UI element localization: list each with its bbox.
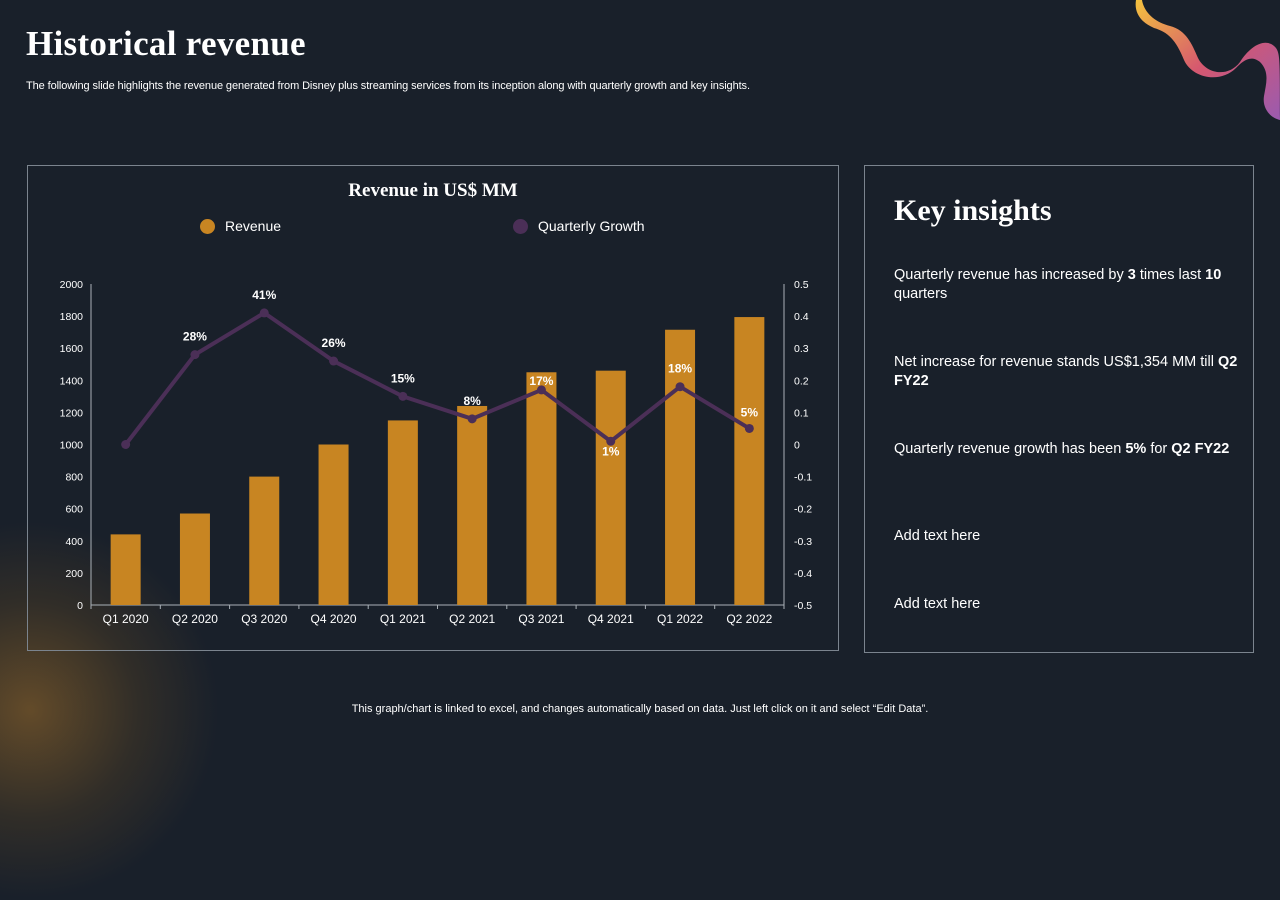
right-axis-tick-label: -0.5 — [794, 600, 812, 612]
page-title: Historical revenue — [26, 24, 306, 63]
left-axis-tick-label: 1000 — [60, 440, 84, 452]
growth-point — [675, 382, 685, 392]
legend-item-growth: Quarterly Growth — [513, 218, 645, 234]
insight-text: Net increase for revenue stands US$1,354… — [894, 354, 1218, 370]
x-axis-tick-label: Q1 2022 — [657, 612, 703, 626]
revenue-bar — [595, 370, 626, 605]
revenue-bar — [110, 534, 141, 605]
right-axis-tick-label: 0.2 — [794, 375, 809, 387]
growth-data-label: 1% — [602, 444, 620, 458]
growth-point — [121, 440, 131, 449]
page-subtitle: The following slide highlights the reven… — [26, 80, 750, 92]
legend-swatch-growth — [513, 218, 528, 234]
x-axis-tick-label: Q3 2020 — [241, 612, 287, 626]
x-axis-tick-label: Q3 2021 — [518, 612, 564, 626]
growth-data-label: 26% — [322, 336, 346, 350]
legend-label-growth: Quarterly Growth — [538, 218, 645, 234]
insight-text: Add text here — [894, 528, 981, 544]
growth-point — [259, 308, 269, 318]
left-axis-tick-label: 800 — [65, 472, 83, 484]
legend-swatch-revenue — [200, 218, 215, 234]
growth-point — [329, 356, 339, 366]
right-axis-tick-label: 0 — [794, 440, 800, 452]
footer-note: This graph/chart is linked to excel, and… — [351, 703, 929, 715]
revenue-bar — [179, 513, 210, 605]
growth-point — [536, 385, 546, 395]
revenue-bar — [665, 329, 696, 605]
insight-text: Quarterly revenue growth has been — [894, 441, 1126, 457]
right-axis-tick-label: -0.2 — [794, 504, 812, 516]
growth-point — [467, 414, 477, 424]
growth-data-label: 41% — [252, 288, 276, 302]
insight-text: Quarterly revenue has increased by — [894, 267, 1128, 283]
right-axis-tick-label: 0.5 — [794, 279, 809, 291]
left-axis-tick-label: 1400 — [60, 375, 84, 387]
revenue-bar — [387, 420, 418, 605]
left-axis-tick-label: 1200 — [60, 407, 84, 419]
right-axis-tick-label: 0.3 — [794, 343, 809, 355]
right-axis-tick-label: 0.4 — [794, 311, 809, 323]
insight-item: Net increase for revenue stands US$1,354… — [894, 353, 1239, 391]
x-axis-tick-label: Q1 2021 — [380, 612, 426, 626]
insight-highlight: Q2 FY22 — [894, 354, 1238, 389]
right-axis-tick-label: 0.1 — [794, 407, 809, 419]
insight-text: times last — [1135, 267, 1206, 283]
key-insights-panel: Key insights Quarterly revenue has incre… — [864, 165, 1254, 653]
growth-data-label: 17% — [529, 374, 553, 388]
revenue-bar — [734, 317, 765, 605]
left-axis-tick-label: 1800 — [60, 311, 84, 323]
left-axis-tick-label: 600 — [65, 504, 83, 516]
legend-item-revenue: Revenue — [200, 218, 281, 234]
decorative-blob — [1135, 0, 1280, 120]
growth-line — [124, 310, 751, 446]
insight-item: Quarterly revenue has increased by 3 tim… — [894, 266, 1239, 304]
combo-chart: 0 200 400 600 800 1000 1200 1400 1600 1800 2000 -0.… — [60, 279, 813, 626]
x-axis-tick-label: Q4 2020 — [311, 612, 357, 626]
x-axis-tick-label: Q1 2020 — [103, 612, 149, 626]
x-axis-tick-label: Q4 2021 — [588, 612, 634, 626]
insight-text: for — [1146, 441, 1172, 457]
insights-title: Key insights — [894, 194, 1052, 227]
insight-item: Add text here — [894, 527, 1239, 546]
growth-point — [606, 436, 616, 446]
growth-point — [190, 350, 200, 360]
revenue-bar — [526, 372, 557, 605]
legend-label-revenue: Revenue — [225, 218, 282, 234]
right-axis-tick-label: -0.1 — [794, 472, 812, 484]
insight-highlight: Q2 FY22 — [1171, 441, 1230, 457]
growth-point — [744, 423, 754, 433]
growth-data-label: 5% — [741, 405, 759, 419]
insight-item: Quarterly revenue growth has been 5% for… — [894, 440, 1239, 459]
x-axis-tick-label: Q2 2022 — [726, 612, 772, 626]
insight-text: Add text here — [894, 596, 981, 612]
left-axis-tick-label: 0 — [77, 600, 83, 612]
x-axis-tick-label: Q2 2021 — [449, 612, 495, 626]
revenue-bar — [318, 444, 349, 605]
left-axis-tick-label: 200 — [65, 568, 83, 580]
revenue-chart-panel[interactable]: Revenue in US$ MM Revenue Quarterly Grow… — [27, 165, 839, 651]
left-axis-tick-label: 2000 — [60, 279, 84, 291]
growth-data-label: 28% — [183, 330, 207, 344]
right-axis-tick-label: -0.3 — [794, 536, 812, 548]
growth-data-label: 15% — [391, 371, 415, 385]
left-axis-tick-label: 1600 — [60, 343, 84, 355]
growth-data-label: 8% — [463, 394, 481, 408]
insight-highlight: 10 — [1205, 267, 1222, 283]
insight-highlight: 5% — [1125, 441, 1147, 457]
growth-point — [398, 391, 408, 401]
insight-item: Add text here — [894, 595, 1239, 614]
left-axis-tick-label: 400 — [65, 536, 83, 548]
revenue-bar — [457, 405, 488, 605]
growth-data-label: 18% — [668, 362, 692, 376]
insight-highlight: 3 — [1127, 267, 1136, 283]
revenue-bar — [249, 476, 280, 605]
right-axis-tick-label: -0.4 — [794, 568, 812, 580]
chart-title: Revenue in US$ MM — [348, 180, 518, 201]
insight-text: quarters — [894, 286, 948, 302]
x-axis-tick-label: Q2 2020 — [172, 612, 218, 626]
